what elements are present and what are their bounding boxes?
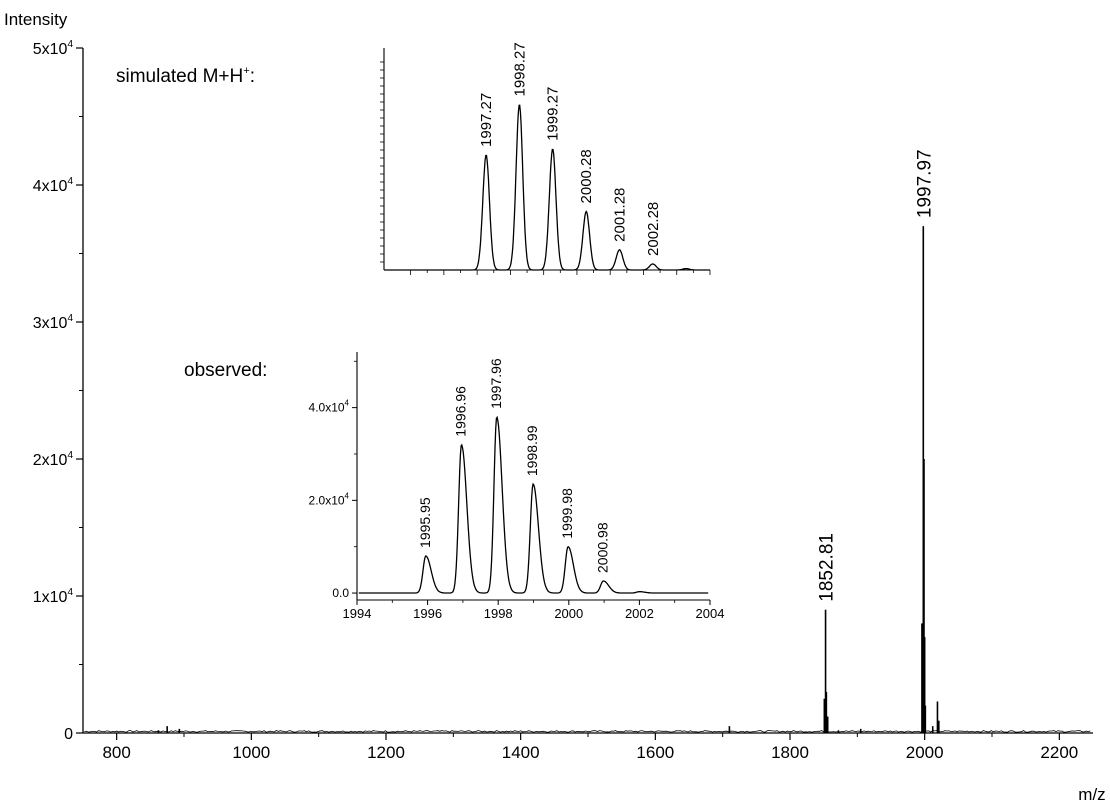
y-tick-label-exponent: 4	[67, 450, 73, 461]
obs-y-tick-label-exponent: 4	[345, 491, 350, 500]
y-tick-label-exponent: 4	[67, 39, 73, 50]
obs-x-tick-label: 2004	[696, 606, 725, 621]
sim-peak-label: 2002.28	[645, 202, 662, 256]
simulated-inset-chart: 1997.27 1998.27 1999.27 2000.28 2001.28 2002.…	[116, 42, 711, 275]
obs-y-tick-label-mantissa: 0.0	[332, 586, 349, 600]
obs-x-tick-label: 2000	[554, 606, 583, 621]
obs-y-tick-label: 4.0x104	[309, 399, 350, 415]
x-tick-label: 2000	[906, 743, 944, 762]
x-tick-label: 1000	[232, 743, 270, 762]
obs-peak-label: 1997.96	[488, 358, 504, 409]
y-tick-label-exponent: 4	[67, 587, 73, 598]
obs-profile-trace	[358, 415, 709, 594]
y-tick-label-mantissa: 2x10	[33, 452, 68, 469]
peak-label: 1852.81	[817, 533, 838, 602]
y-axis-label: Intensity	[4, 10, 68, 29]
obs-peak-label: 1996.96	[452, 386, 468, 437]
sim-peak-label: 2000.28	[578, 149, 595, 203]
y-tick-label-mantissa: 1x10	[33, 589, 68, 606]
sim-profile-trace	[384, 104, 710, 271]
obs-y-tick-label-mantissa: 4.0x10	[309, 401, 345, 415]
obs-y-tick-label: 0.0	[332, 586, 349, 600]
y-tick-label-mantissa: 4x10	[33, 178, 68, 195]
x-tick-label: 1400	[502, 743, 540, 762]
peak-label: 1997.97	[914, 149, 935, 218]
x-tick-label: 1800	[771, 743, 809, 762]
sim-title-suffix: :	[250, 66, 255, 87]
obs-peak-label: 2000.98	[594, 522, 610, 573]
x-tick-label: 1600	[636, 743, 674, 762]
y-tick-label: 3x104	[33, 313, 74, 332]
y-tick-label-mantissa: 3x10	[33, 315, 68, 332]
x-tick-label: 800	[102, 743, 130, 762]
sim-title-text: simulated M+H	[116, 66, 243, 87]
y-tick-label: 5x104	[33, 39, 74, 58]
y-tick-label-exponent: 4	[67, 176, 73, 187]
obs-peak-label: 1999.98	[559, 488, 575, 539]
sim-peak-label: 1998.27	[511, 42, 528, 96]
y-tick-label: 2x104	[33, 450, 74, 469]
y-tick-label-exponent: 4	[67, 313, 73, 324]
y-tick-label: 4x104	[33, 176, 74, 195]
obs-x-tick-label: 1998	[484, 606, 513, 621]
y-tick-label: 0	[64, 726, 73, 743]
sim-title-sup: +	[243, 65, 249, 77]
obs-x-tick-label: 1996	[413, 606, 442, 621]
sim-peak-label: 1997.27	[478, 93, 495, 147]
obs-y-tick-label: 2.0x104	[309, 491, 350, 507]
obs-title: observed:	[184, 360, 267, 381]
obs-x-tick-label: 2002	[625, 606, 654, 621]
obs-peak-label: 1995.95	[417, 497, 433, 548]
x-tick-label: 2200	[1040, 743, 1078, 762]
x-axis-label: m/z	[1078, 785, 1105, 804]
obs-x-tick-label: 1994	[343, 606, 372, 621]
sim-title: simulated M+H+:	[116, 65, 255, 87]
y-tick-label: 1x104	[33, 587, 74, 606]
x-tick-label: 1200	[367, 743, 405, 762]
sim-peak-label: 2001.28	[612, 188, 629, 242]
obs-y-tick-label-mantissa: 2.0x10	[309, 493, 345, 507]
y-tick-label-mantissa: 0	[64, 726, 73, 743]
obs-peak-label: 1998.99	[524, 425, 540, 476]
sim-peak-label: 1999.27	[545, 87, 562, 141]
obs-y-tick-label-exponent: 4	[345, 399, 350, 408]
y-tick-label-mantissa: 5x10	[33, 41, 68, 58]
